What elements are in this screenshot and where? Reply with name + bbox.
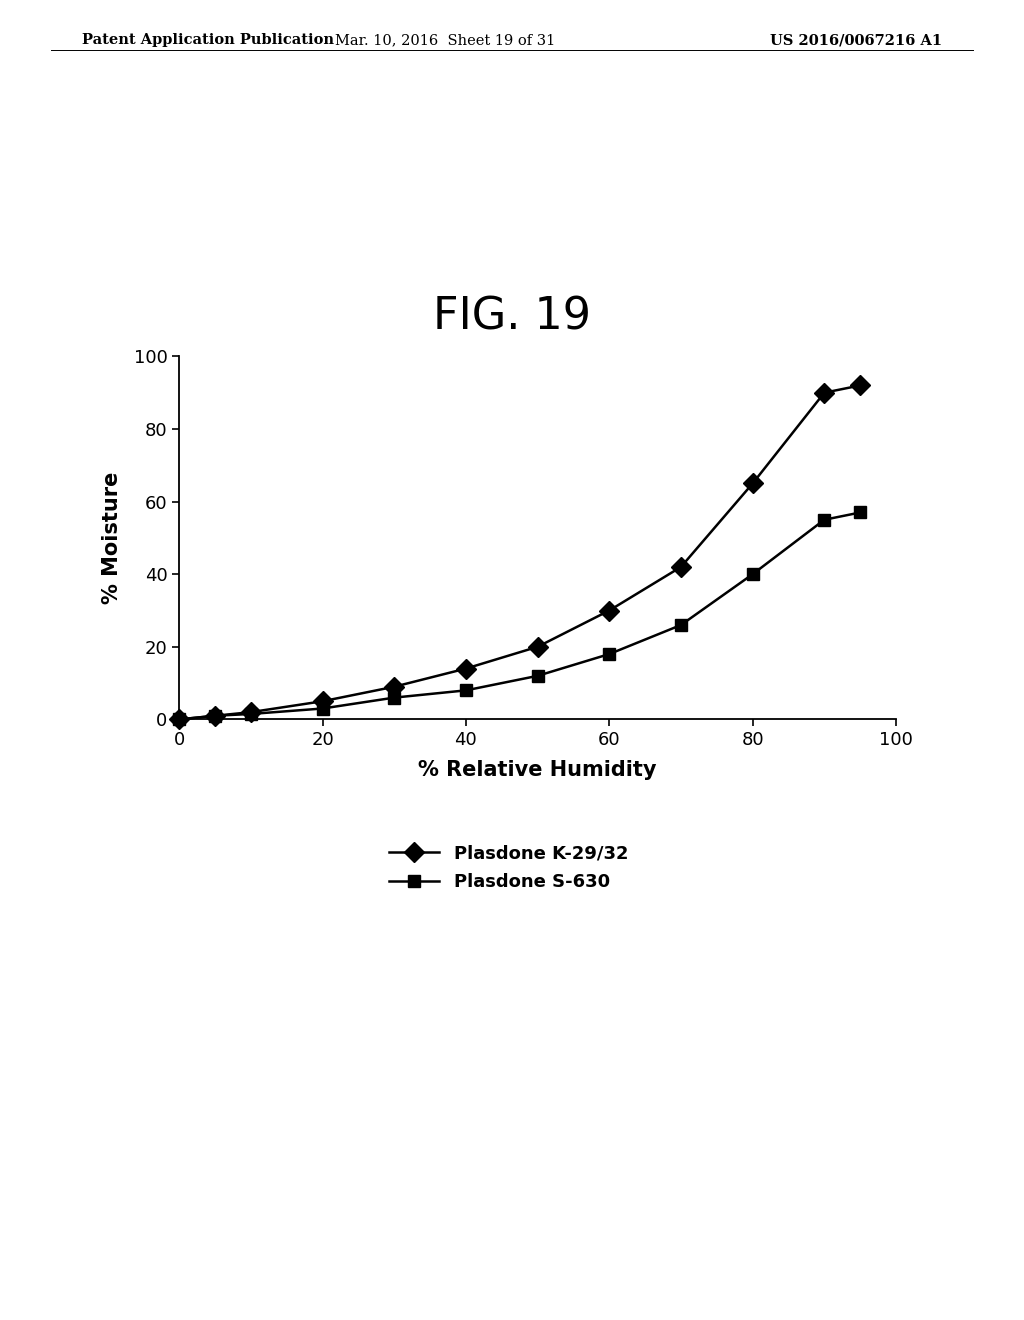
Plasdone S-630 — [316, 701, 329, 717]
Text: FIG. 19: FIG. 19 — [433, 296, 591, 338]
Plasdone K-29/32 — [173, 711, 185, 727]
Plasdone S-630 — [460, 682, 472, 698]
X-axis label: % Relative Humidity: % Relative Humidity — [419, 760, 656, 780]
Plasdone S-630 — [675, 618, 687, 634]
Plasdone S-630 — [746, 566, 759, 582]
Plasdone S-630 — [245, 706, 257, 722]
Plasdone K-29/32 — [675, 560, 687, 576]
Plasdone K-29/32 — [245, 705, 257, 721]
Plasdone S-630 — [388, 689, 400, 705]
Y-axis label: % Moisture: % Moisture — [102, 471, 123, 605]
Plasdone S-630 — [209, 708, 221, 723]
Legend: Plasdone K-29/32, Plasdone S-630: Plasdone K-29/32, Plasdone S-630 — [389, 845, 629, 891]
Line: Plasdone K-29/32: Plasdone K-29/32 — [172, 379, 867, 726]
Plasdone K-29/32 — [316, 693, 329, 709]
Text: Mar. 10, 2016  Sheet 19 of 31: Mar. 10, 2016 Sheet 19 of 31 — [335, 33, 556, 48]
Plasdone K-29/32 — [854, 378, 866, 393]
Plasdone K-29/32 — [388, 678, 400, 694]
Plasdone K-29/32 — [460, 660, 472, 676]
Plasdone S-630 — [854, 504, 866, 520]
Plasdone K-29/32 — [531, 639, 544, 655]
Text: Patent Application Publication: Patent Application Publication — [82, 33, 334, 48]
Plasdone S-630 — [818, 512, 830, 528]
Plasdone S-630 — [531, 668, 544, 684]
Line: Plasdone S-630: Plasdone S-630 — [173, 507, 866, 726]
Plasdone S-630 — [173, 711, 185, 727]
Text: US 2016/0067216 A1: US 2016/0067216 A1 — [770, 33, 942, 48]
Plasdone K-29/32 — [818, 385, 830, 401]
Plasdone K-29/32 — [603, 602, 615, 618]
Plasdone K-29/32 — [209, 708, 221, 723]
Plasdone S-630 — [603, 645, 615, 661]
Plasdone K-29/32 — [746, 475, 759, 491]
